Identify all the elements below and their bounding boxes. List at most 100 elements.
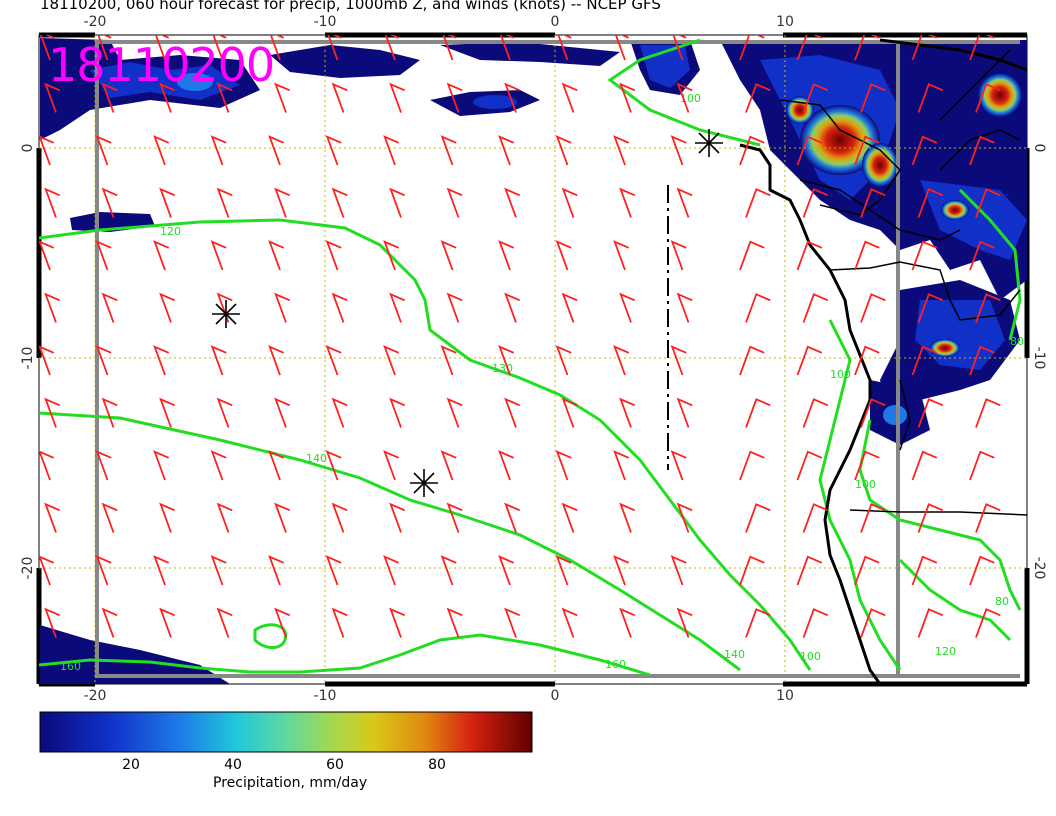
wind-barb [854, 450, 880, 481]
colorbar-tick: 80 [428, 757, 446, 773]
wind-barb [210, 345, 227, 376]
contour-label: 100 [800, 650, 821, 663]
wind-barb [917, 503, 944, 533]
lon-tick-bottom: 0 [551, 688, 560, 704]
wind-barb [159, 607, 176, 638]
country-borders [779, 49, 1027, 516]
wind-barb [216, 82, 233, 113]
wind-barb [274, 292, 291, 323]
wind-barb [504, 607, 521, 638]
colorbar [39, 711, 533, 753]
wind-barb [440, 345, 457, 376]
wind-barb [555, 135, 572, 166]
wind-barb [504, 82, 521, 113]
wind-barb [796, 240, 823, 271]
wind-barb [619, 607, 636, 638]
wind-barb [676, 397, 693, 428]
lon-tick-top: -20 [84, 14, 107, 30]
wind-barb [44, 187, 61, 218]
wind-barb [153, 135, 170, 166]
contour-label: 130 [492, 362, 513, 375]
wind-barb [739, 35, 765, 61]
wind-barb [739, 345, 765, 376]
contour-label: 100 [830, 368, 851, 381]
wind-barb [561, 397, 578, 428]
contour-label: 120 [160, 225, 181, 238]
wind-barb [331, 397, 348, 428]
wind-barb [440, 450, 457, 481]
wind-barb [745, 83, 771, 113]
wind-barb [796, 345, 823, 376]
wind-barb [159, 292, 176, 323]
wind-barb [39, 555, 55, 586]
wind-barb [676, 607, 693, 638]
storm-marker [410, 469, 438, 497]
wind-barb [911, 450, 938, 481]
wind-barb [101, 502, 118, 533]
lat-tick-left: -20 [20, 557, 36, 580]
wind-barb [446, 607, 463, 638]
wind-barb [504, 502, 521, 533]
wind-barb [153, 345, 170, 376]
wind-barb [389, 607, 406, 638]
wind-barb [389, 502, 406, 533]
colorbar-label: Precipitation, mm/day [213, 775, 368, 791]
wind-barb [613, 135, 630, 166]
wind-barb [802, 503, 829, 533]
wind-barb [210, 450, 227, 481]
wind-barb [670, 450, 687, 481]
wind-barb [39, 135, 55, 166]
wind-barb [917, 608, 944, 638]
wind-barb [153, 240, 170, 271]
wind-barb [212, 35, 227, 61]
wind-barb [802, 608, 829, 638]
wind-barb [670, 345, 687, 376]
wind-barb [802, 83, 829, 113]
wind-barb [854, 135, 880, 166]
wind-barb [95, 345, 112, 376]
wind-barb [268, 555, 285, 586]
wind-barb [274, 607, 291, 638]
wind-barb [440, 240, 457, 271]
lat-tick-right: -10 [1031, 347, 1047, 370]
wind-barb [210, 135, 227, 166]
wind-barb [854, 240, 880, 271]
wind-barb [446, 502, 463, 533]
wind-barb [498, 450, 515, 481]
wind-barb [383, 555, 400, 586]
storm-marker [695, 129, 723, 157]
wind-barb [95, 450, 112, 481]
wind-barb [917, 83, 944, 113]
wind-barb [504, 292, 521, 323]
wind-barb [389, 292, 406, 323]
wind-barb [555, 345, 572, 376]
height-contours [39, 38, 1022, 677]
wind-barb [274, 502, 291, 533]
wind-barb [676, 187, 693, 218]
contour-label: 140 [306, 452, 327, 465]
wind-barb [975, 503, 1001, 533]
wind-barb [95, 135, 112, 166]
wind-barbs [39, 35, 1001, 638]
wind-barb [153, 555, 170, 586]
wind-barb [446, 292, 463, 323]
axis-right: 0 -10 -20 [1031, 144, 1047, 580]
wind-barb [613, 555, 630, 586]
wind-barb [619, 292, 636, 323]
wind-barb [802, 188, 829, 218]
wind-barb [274, 82, 291, 113]
wind-barb [969, 555, 995, 586]
wind-barb [854, 555, 880, 586]
wind-barb [911, 135, 938, 166]
wind-barb [101, 292, 118, 323]
wind-barb [499, 35, 515, 61]
wind-barb [268, 345, 285, 376]
wind-barb [331, 607, 348, 638]
wind-barb [274, 397, 291, 428]
wind-barb [159, 82, 176, 113]
wind-barb [384, 35, 400, 61]
wind-barb [153, 450, 170, 481]
wind-barb [555, 450, 572, 481]
wind-barb [619, 187, 636, 218]
wind-barb [561, 187, 578, 218]
